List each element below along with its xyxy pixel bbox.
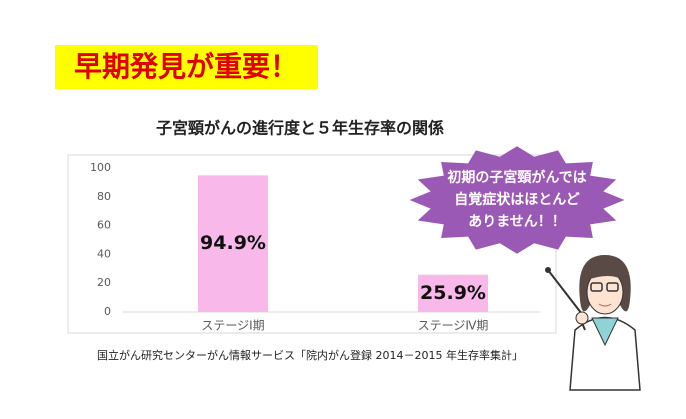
banner: 早期発見が重要！	[74, 50, 298, 83]
value-label: 25.9%	[420, 282, 486, 304]
bar	[198, 175, 268, 312]
x-tick-label: ステージⅣ期	[418, 319, 489, 333]
value-label: 94.9%	[200, 232, 266, 254]
y-tick-label: 40	[97, 247, 111, 260]
bubble-text: 自覚症状はほとんど	[454, 191, 580, 208]
x-tick-label: ステージⅠ期	[201, 319, 264, 333]
chart-title: 子宮頸がんの進行度と５年生存率の関係	[156, 119, 444, 138]
bubble-text: ありません！！	[468, 214, 566, 230]
y-tick-label: 100	[90, 161, 111, 174]
doctor-illustration	[545, 255, 641, 391]
y-tick-label: 60	[97, 219, 111, 232]
speech-bubble	[409, 146, 625, 254]
y-tick-label: 80	[97, 190, 111, 203]
bar	[418, 274, 488, 312]
source: 国立がん研究センターがん情報サービス「院内がん登録 2014－2015 年生存率…	[97, 348, 523, 362]
y-tick-label: 20	[97, 276, 111, 289]
banner-bg	[55, 45, 318, 89]
y-tick-label: 0	[104, 305, 111, 318]
bubble-text: 初期の子宮頸がんでは	[447, 169, 586, 186]
